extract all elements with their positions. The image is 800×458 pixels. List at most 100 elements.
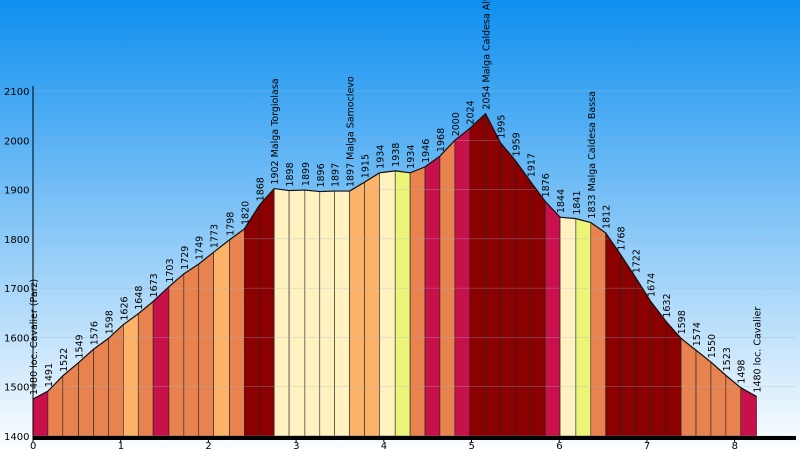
x-tick-label: 1	[118, 441, 124, 452]
profile-segment	[409, 166, 426, 437]
profile-segment	[364, 172, 380, 437]
profile-segment	[650, 300, 667, 437]
profile-segment	[229, 228, 245, 437]
y-tick-label: 1500	[4, 383, 29, 394]
profile-segment	[515, 159, 531, 437]
profile-segment	[454, 127, 471, 437]
elevation-label: 1959	[511, 132, 522, 156]
elevation-label: 1576	[90, 321, 101, 345]
elevation-label: 1673	[149, 273, 160, 297]
profile-segment	[78, 348, 94, 437]
profile-segment	[334, 190, 350, 437]
profile-segment	[213, 239, 230, 437]
elevation-label: 1674	[646, 273, 657, 297]
elevation-label: 1598	[677, 310, 688, 334]
elevation-label: 2024	[466, 100, 477, 124]
elevation-label: 1522	[59, 348, 70, 372]
profile-segment	[590, 222, 606, 437]
elevation-label: 1968	[436, 128, 447, 152]
elevation-label: 1820	[240, 201, 251, 225]
profile-segment	[559, 216, 577, 437]
x-tick-label: 4	[381, 441, 387, 452]
profile-outline	[32, 112, 757, 400]
y-tick-label: 1700	[4, 284, 29, 295]
elevation-label: 1626	[119, 296, 130, 320]
elevation-label: 1480 loc. Cavalier (Parz)	[29, 279, 40, 395]
axes: 1400 1500 1600 1700 1800 1900 2000 2100 0 1 2 3 4 5 6 7…	[4, 86, 796, 452]
profile-segments	[32, 112, 757, 437]
elevation-label: 1917	[526, 153, 537, 177]
y-tick-label: 1400	[4, 432, 29, 443]
elevation-label: 1898	[285, 162, 296, 186]
profile-segment	[123, 313, 139, 437]
elevation-label: 1896	[316, 163, 327, 187]
x-axis-bar	[33, 436, 796, 440]
elevation-label: 1899	[301, 162, 312, 186]
elevation-label: 1915	[361, 154, 372, 178]
x-tick-label: 7	[644, 441, 650, 452]
profile-segment	[198, 251, 214, 437]
elevation-label: 1749	[195, 236, 206, 260]
elevation-label: 1768	[617, 226, 628, 250]
profile-segment	[93, 337, 109, 437]
elevation-label: 1632	[662, 293, 673, 317]
y-tick-label: 2100	[4, 87, 29, 98]
elevation-label: 1773	[210, 224, 221, 248]
profile-segment	[183, 263, 200, 437]
elevation-label: 1812	[602, 205, 613, 229]
elevation-label: 1833 Malga Caldesa Bassa	[587, 91, 598, 219]
profile-segment	[469, 112, 486, 437]
elevation-label: 1523	[722, 347, 733, 371]
elevation-label: 1729	[180, 246, 191, 270]
profile-segment	[575, 218, 592, 437]
profile-segment	[394, 170, 411, 437]
elevation-label: 1648	[134, 286, 145, 310]
profile-segment	[168, 273, 185, 437]
profile-segment	[137, 300, 154, 437]
elevation-label: 1480 loc. Cavalier	[753, 307, 764, 393]
elevation-label: 1995	[496, 115, 507, 139]
profile-segment	[605, 231, 621, 437]
y-tick-label: 2000	[4, 136, 29, 147]
profile-segment	[665, 320, 682, 437]
y-tick-label: 1900	[4, 186, 29, 197]
profile-segment	[695, 349, 712, 437]
elevation-label: 1549	[75, 334, 86, 358]
elevation-label: 1574	[692, 322, 703, 346]
profile-segment	[680, 337, 697, 437]
profile-segment	[544, 200, 561, 437]
profile-segment	[349, 181, 365, 437]
point-labels: 1480 loc. Cavalier (Parz) 1491 1522 1549 157…	[29, 0, 764, 395]
profile-segment	[485, 113, 501, 437]
profile-segment	[304, 189, 321, 437]
elevation-label: 1844	[556, 189, 567, 213]
x-tick-label: 5	[469, 441, 475, 452]
elevation-label: 1897 Malga Samoclevo	[346, 76, 357, 187]
elevation-label: 1491	[44, 363, 55, 387]
elevation-label: 1798	[225, 212, 236, 236]
elevation-label: 1550	[707, 334, 718, 358]
x-tick-label: 8	[732, 441, 738, 452]
profile-segment	[500, 141, 516, 437]
profile-segment	[319, 190, 335, 437]
elevation-label: 1897	[331, 163, 342, 187]
elevation-label: 1876	[541, 173, 552, 197]
profile-segment	[620, 253, 636, 437]
x-tick-label: 0	[30, 441, 36, 452]
elevation-label: 1703	[165, 258, 176, 282]
elevation-label: 1868	[255, 177, 266, 201]
profile-segment	[288, 189, 306, 437]
profile-segment	[529, 180, 546, 437]
y-tick-label: 1800	[4, 235, 29, 246]
profile-line	[32, 112, 757, 400]
profile-segment	[635, 276, 651, 437]
y-tick-label: 1600	[4, 333, 29, 344]
elevation-label: 1841	[572, 190, 583, 214]
x-tick-label: 2	[205, 441, 211, 452]
elevation-label: 1722	[632, 249, 643, 273]
profile-segment	[152, 285, 170, 437]
elevation-label: 1498	[737, 360, 748, 384]
elevation-label: 2000	[451, 112, 462, 136]
profile-segment	[108, 323, 124, 437]
